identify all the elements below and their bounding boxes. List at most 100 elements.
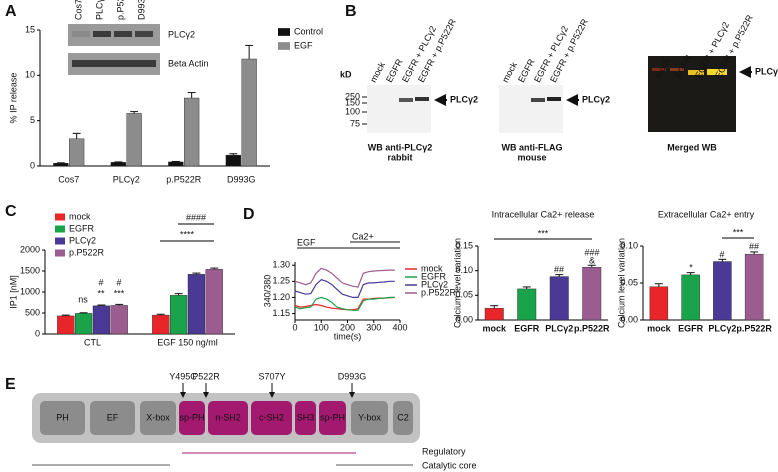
bar xyxy=(744,253,764,321)
legend-label: EGF xyxy=(294,40,313,50)
annotation: ns xyxy=(78,294,88,304)
bar xyxy=(169,295,188,335)
mutation-label: P522R xyxy=(192,371,220,381)
band-label: PLCγ2 xyxy=(755,66,778,76)
x-tick-label: p.P522R xyxy=(574,323,610,333)
line-series xyxy=(294,296,395,311)
y-tick-label: 1000 xyxy=(20,286,40,296)
annotation: ## xyxy=(749,241,759,251)
y-tick-label: 5 xyxy=(30,115,35,125)
line-series xyxy=(294,279,395,298)
annotation: Ca2+ xyxy=(352,231,374,241)
y-axis-label: Calcium level variation xyxy=(452,238,462,328)
band-label: PLCγ2 xyxy=(168,29,195,39)
annotation: * xyxy=(689,262,693,272)
x-tick-label: EGFR xyxy=(514,323,540,333)
protein-domain xyxy=(319,401,346,435)
annotation: # xyxy=(116,277,121,287)
protein-domain xyxy=(90,401,135,435)
y-tick-label: 1.25 xyxy=(272,276,290,286)
bar xyxy=(205,269,223,335)
annotation: & xyxy=(589,255,595,265)
lane-label: D993G xyxy=(136,0,146,20)
y-tick-label: 15 xyxy=(25,24,35,34)
western-blot xyxy=(367,56,752,133)
legend-swatch xyxy=(55,213,65,221)
x-tick-label: 0 xyxy=(292,322,297,332)
x-tick-label: PLCγ2 xyxy=(113,174,140,184)
annotation: #### xyxy=(186,212,206,222)
panel-letter: B xyxy=(345,3,357,20)
x-tick-label: D993G xyxy=(227,174,256,184)
y-tick-label: 0 xyxy=(35,328,40,338)
x-tick-label: mock xyxy=(482,323,507,333)
x-tick-label: p.P522R xyxy=(166,174,202,184)
line-series xyxy=(294,267,395,288)
legend-label: PLCγ2 xyxy=(421,279,448,289)
domain-label: sp-PH xyxy=(320,412,345,422)
bar xyxy=(53,163,69,167)
bar xyxy=(168,161,184,167)
y-axis-label: % IP release xyxy=(8,73,18,124)
domain-label: c-SH2 xyxy=(259,412,284,422)
lane-label: p.P522R xyxy=(115,0,125,20)
marker-label: 150 xyxy=(345,97,360,107)
y-tick-label: 500 xyxy=(25,307,40,317)
domain-label: PH xyxy=(56,412,69,422)
protein-domain xyxy=(295,401,316,435)
domain-label: EF xyxy=(107,412,119,422)
protein-domain xyxy=(251,401,292,435)
legend-swatch xyxy=(278,42,290,50)
band-label: PLCγ2 xyxy=(582,94,610,104)
bar xyxy=(69,138,85,167)
annotation: ## xyxy=(554,264,564,274)
mutation-label: S707Y xyxy=(258,371,285,381)
y-axis-label: IP1 [nM] xyxy=(8,275,18,309)
legend-label: mock xyxy=(69,211,91,221)
legend-label: Control xyxy=(294,26,323,36)
y-tick-label: 10 xyxy=(25,70,35,80)
annotation: # xyxy=(98,277,103,287)
blot-caption: rabbit xyxy=(387,152,412,162)
mutation-label: Y495C xyxy=(169,371,197,381)
bar xyxy=(74,313,93,335)
bar xyxy=(152,314,170,335)
protein-domain xyxy=(393,401,413,435)
y-tick-label: 0.10 xyxy=(620,240,638,250)
protein-domain xyxy=(179,401,205,435)
annotation: *** xyxy=(114,288,125,298)
domain-label: sp-PH xyxy=(179,412,204,422)
y-tick-label: 0.00 xyxy=(455,314,473,324)
bar xyxy=(184,97,200,167)
protein-domain xyxy=(351,401,388,435)
y-axis-label: 340/380 xyxy=(262,275,272,308)
region-label: Catalytic core xyxy=(422,460,477,470)
protein-domain xyxy=(140,401,176,435)
y-tick-label: 1.15 xyxy=(272,308,290,318)
annotation: ### xyxy=(584,247,599,257)
y-tick-label: 0.05 xyxy=(455,290,473,300)
region-label: Regulatory xyxy=(422,446,466,456)
legend-label: EGFR xyxy=(69,223,95,233)
x-tick-label: mock xyxy=(647,323,672,333)
legend-swatch xyxy=(55,225,65,233)
panel-letter: A xyxy=(5,3,17,20)
x-tick-label: CTL xyxy=(84,337,101,347)
x-tick-label: 100 xyxy=(314,322,329,332)
bar xyxy=(713,261,732,321)
domain-label: C2 xyxy=(397,412,409,422)
y-tick-label: 0 xyxy=(30,160,35,170)
legend-swatch xyxy=(55,237,65,245)
x-tick-label: EGF 150 ng/ml xyxy=(157,337,218,347)
bar xyxy=(681,274,700,321)
domain-label: SH3 xyxy=(297,412,315,422)
panel-letter: D xyxy=(243,206,255,223)
blot-caption: mouse xyxy=(517,152,546,162)
y-tick-label: 2000 xyxy=(20,244,40,254)
blot-caption: WB anti-FLAG xyxy=(502,142,563,152)
legend-label: PLCγ2 xyxy=(69,235,96,245)
bar xyxy=(582,267,602,321)
bar xyxy=(57,315,75,335)
lane-label: Cos7 xyxy=(73,0,83,20)
